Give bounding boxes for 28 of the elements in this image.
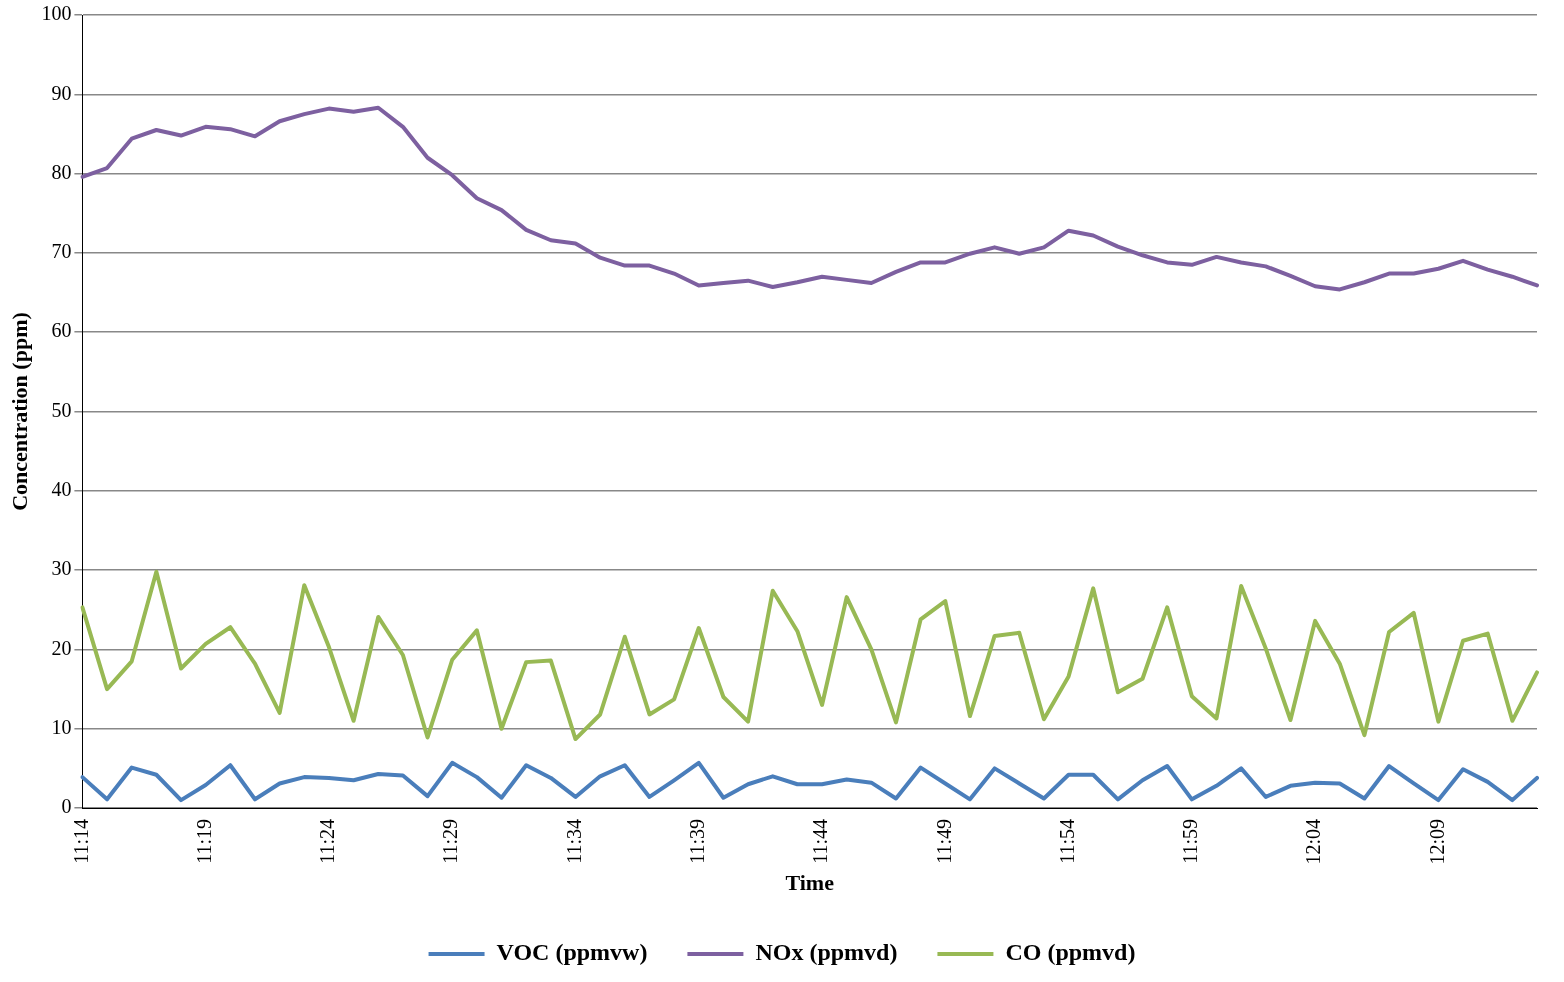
legend-label: NOx (ppmvd)	[755, 939, 898, 966]
x-tick-label: 12:09	[1425, 819, 1448, 865]
y-tick-label: 80	[51, 160, 72, 183]
y-tick-label: 30	[51, 557, 72, 580]
x-tick-label: 11:44	[809, 819, 832, 864]
y-tick-label: 100	[41, 2, 72, 25]
legend-label: CO (ppmvd)	[1005, 939, 1136, 966]
x-axis-title: Time	[785, 870, 835, 896]
x-tick-label: 11:14	[69, 819, 92, 864]
y-axis-title: Concentration (ppm)	[6, 312, 32, 511]
x-tick-label: 11:19	[192, 819, 215, 864]
x-tick-label: 11:39	[686, 819, 709, 864]
y-tick-label: 40	[51, 478, 72, 501]
x-tick-label: 11:54	[1055, 819, 1078, 864]
x-tick-label: 11:59	[1179, 819, 1202, 864]
y-tick-label: 0	[61, 795, 72, 818]
x-tick-label: 12:04	[1302, 819, 1325, 865]
x-tick-label: 11:29	[439, 819, 462, 864]
y-tick-label: 70	[51, 240, 72, 263]
x-tick-label: 11:49	[932, 819, 955, 864]
y-tick-label: 50	[51, 398, 72, 421]
legend-label: VOC (ppmvw)	[496, 939, 648, 966]
y-tick-label: 20	[51, 636, 72, 659]
y-tick-label: 10	[51, 715, 72, 738]
y-tick-label: 60	[51, 319, 72, 342]
y-tick-label: 90	[51, 81, 72, 104]
x-tick-label: 11:34	[562, 819, 585, 864]
x-tick-label: 11:24	[316, 819, 339, 864]
